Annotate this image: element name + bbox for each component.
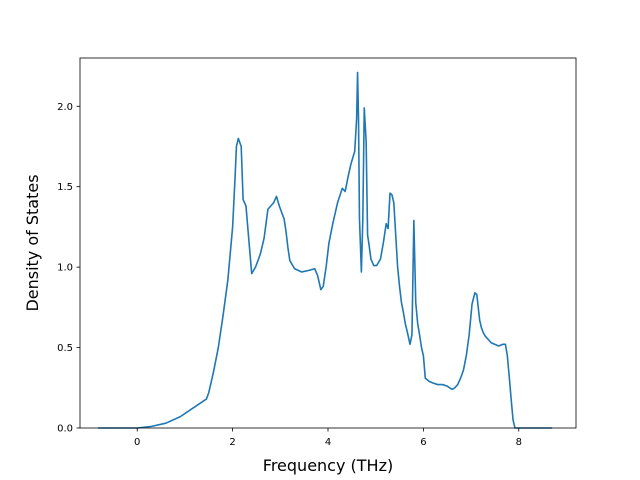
- x-axis-label: Frequency (THz): [263, 456, 393, 475]
- y-axis-label: Density of States: [23, 174, 42, 311]
- y-tick-label: 1.5: [57, 182, 73, 193]
- axes-frame: [79, 57, 577, 429]
- y-tick-label: 0.5: [57, 343, 73, 354]
- plot-area: [98, 71, 553, 429]
- y-tick-label: 0.0: [57, 424, 73, 435]
- x-tick-label: 4: [325, 437, 331, 448]
- x-tick-label: 6: [420, 437, 426, 448]
- dos-series-line: [98, 71, 553, 429]
- y-axis-ticks: 0.0 0.5 1.0 1.5 2.0: [57, 102, 80, 435]
- x-axis-ticks: 0 2 4 6 8: [134, 428, 522, 448]
- x-tick-label: 0: [134, 437, 140, 448]
- x-tick-label: 2: [229, 437, 235, 448]
- x-tick-label: 8: [516, 437, 522, 448]
- y-tick-label: 2.0: [57, 102, 73, 113]
- y-tick-label: 1.0: [57, 263, 73, 274]
